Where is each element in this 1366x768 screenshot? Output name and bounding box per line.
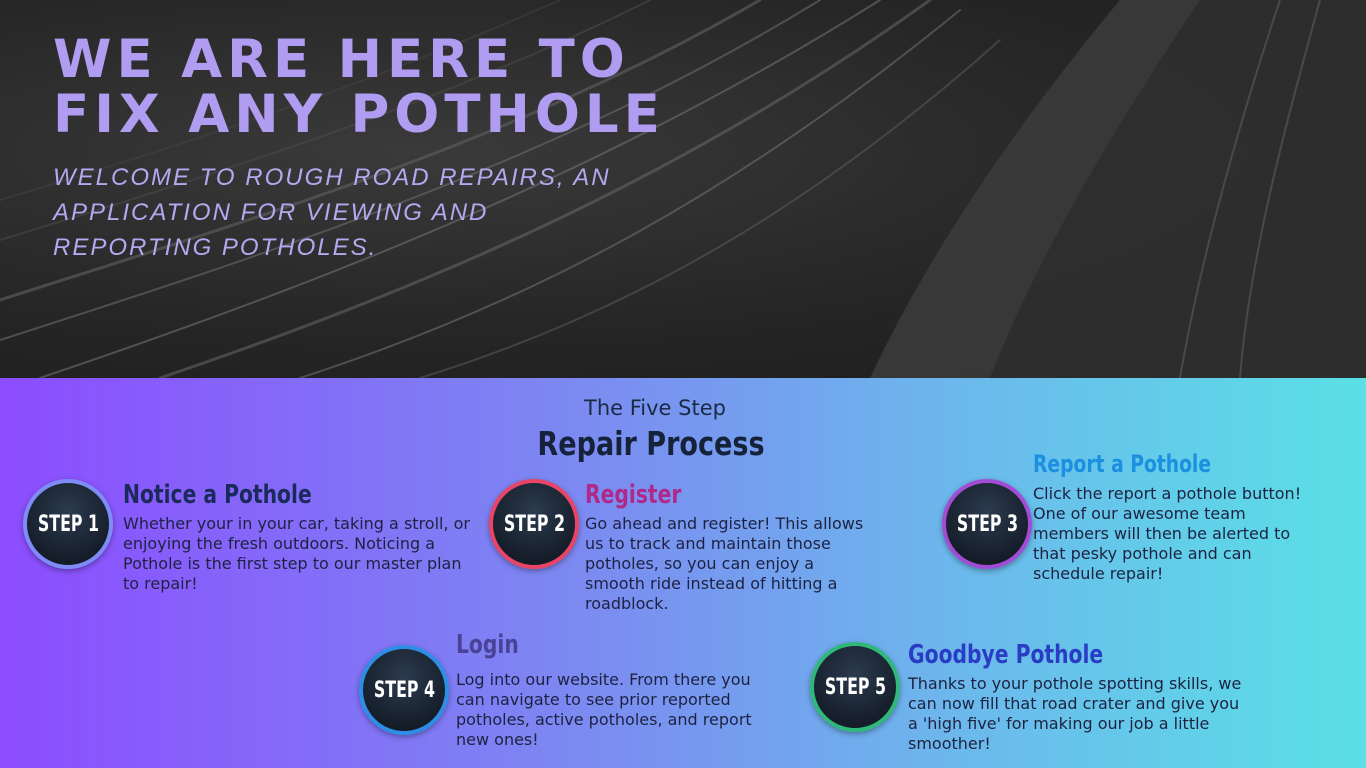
- step-2-description: Go ahead and register! This allows us to…: [585, 514, 864, 613]
- step-5-badge-label: STEP 5: [824, 674, 886, 700]
- hero-title-line-2: FIX ANY POTHOLE: [53, 84, 665, 145]
- hero-banner: WE ARE HERE TO FIX ANY POTHOLE WELCOME T…: [0, 0, 1366, 378]
- step-4-badge-label: STEP 4: [373, 677, 435, 703]
- step-5-description: Thanks to your pothole spotting skills, …: [908, 674, 1242, 753]
- step-1-badge: STEP 1: [23, 479, 113, 569]
- hero-subtitle: WELCOME TO ROUGH ROAD REPAIRS, AN APPLIC…: [53, 164, 611, 261]
- repair-process-section: The Five Step Repair Process STEP 1 Noti…: [0, 378, 1366, 768]
- step-3-badge-label: STEP 3: [956, 511, 1018, 537]
- step-3-badge: STEP 3: [942, 479, 1032, 569]
- step-2-badge-label: STEP 2: [503, 511, 565, 537]
- step-3-title: Report a Pothole: [1033, 450, 1212, 478]
- hero-title: WE ARE HERE TO FIX ANY POTHOLE: [53, 32, 665, 142]
- road-background-image: [0, 0, 1366, 378]
- step-2-title: Register: [585, 480, 682, 510]
- step-1-description: Whether your in your car, taking a strol…: [123, 514, 470, 593]
- step-2-badge: STEP 2: [489, 479, 579, 569]
- section-title: Repair Process: [537, 424, 765, 463]
- step-5-badge: STEP 5: [810, 642, 900, 732]
- step-5-title: Goodbye Pothole: [908, 640, 1104, 670]
- step-4-title: Login: [456, 630, 519, 660]
- hero-title-line-1: WE ARE HERE TO: [53, 29, 630, 90]
- step-4-badge: STEP 4: [359, 645, 449, 735]
- step-4-description: Log into our website. From there you can…: [456, 670, 752, 749]
- step-1-badge-label: STEP 1: [37, 511, 99, 537]
- section-kicker: The Five Step: [584, 396, 726, 420]
- step-3-description: Click the report a pothole button! One o…: [1033, 484, 1302, 583]
- step-1-title: Notice a Pothole: [123, 480, 312, 510]
